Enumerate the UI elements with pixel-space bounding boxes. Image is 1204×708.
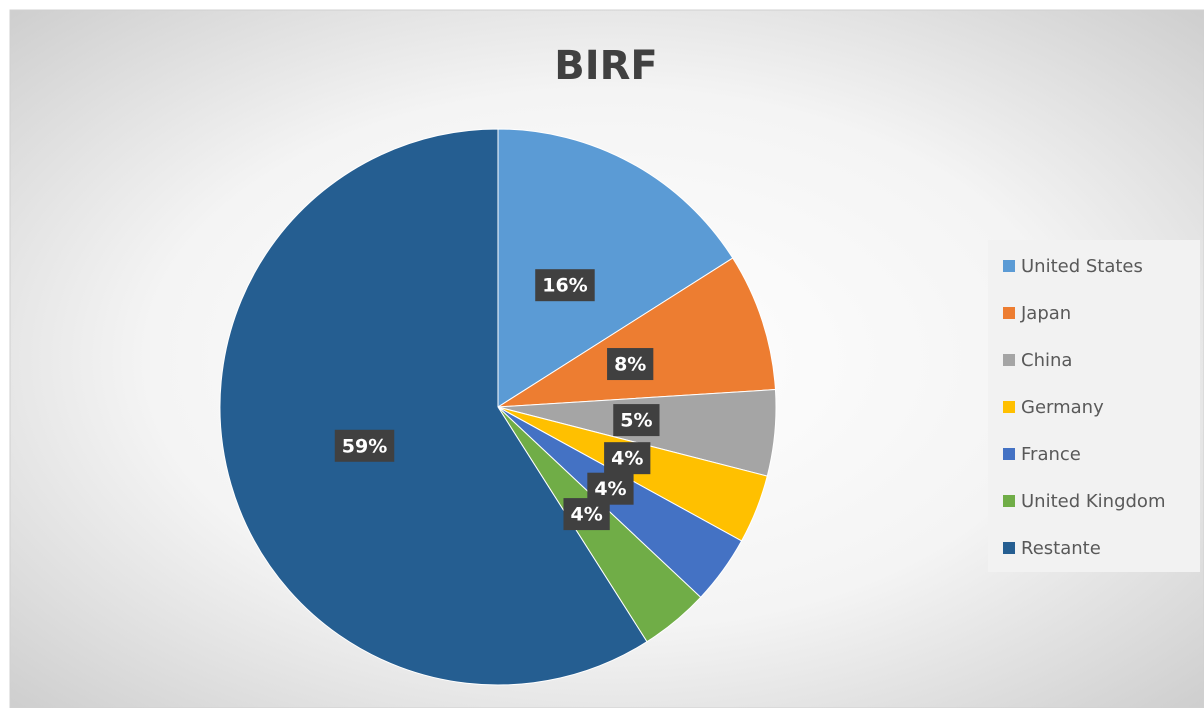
data-label-box: [563, 498, 610, 531]
legend-label: China: [1021, 350, 1072, 371]
data-label: 59%: [342, 435, 387, 457]
data-label-box: [535, 269, 595, 302]
chart-title: BIRF: [554, 43, 658, 89]
legend-swatch: [1003, 495, 1015, 507]
data-label-box: [613, 404, 660, 437]
data-label: 4%: [570, 504, 602, 526]
legend-swatch: [1003, 307, 1015, 319]
legend-swatch: [1003, 542, 1015, 554]
legend-swatch: [1003, 448, 1015, 460]
legend-swatch: [1003, 260, 1015, 272]
data-label: 16%: [542, 275, 587, 297]
legend-label: United States: [1021, 256, 1143, 277]
data-label: 4%: [594, 478, 626, 500]
data-label: 8%: [614, 354, 646, 376]
legend-label: Germany: [1021, 397, 1104, 418]
pie-slice: [219, 128, 648, 686]
pie-slice: [497, 128, 734, 408]
legend-swatch: [1003, 401, 1015, 413]
pie-slice: [497, 257, 776, 408]
legend-label: Japan: [1020, 303, 1071, 324]
legend-box: [988, 240, 1200, 572]
legend-label: United Kingdom: [1021, 491, 1165, 512]
legend-label: France: [1021, 444, 1081, 465]
data-label-box: [604, 442, 651, 475]
data-label-box: [607, 348, 654, 381]
data-label: 5%: [620, 410, 652, 432]
data-label-box: [334, 429, 395, 462]
legend-label: Restante: [1021, 538, 1101, 559]
legend-swatch: [1003, 354, 1015, 366]
data-label: 4%: [611, 448, 643, 470]
